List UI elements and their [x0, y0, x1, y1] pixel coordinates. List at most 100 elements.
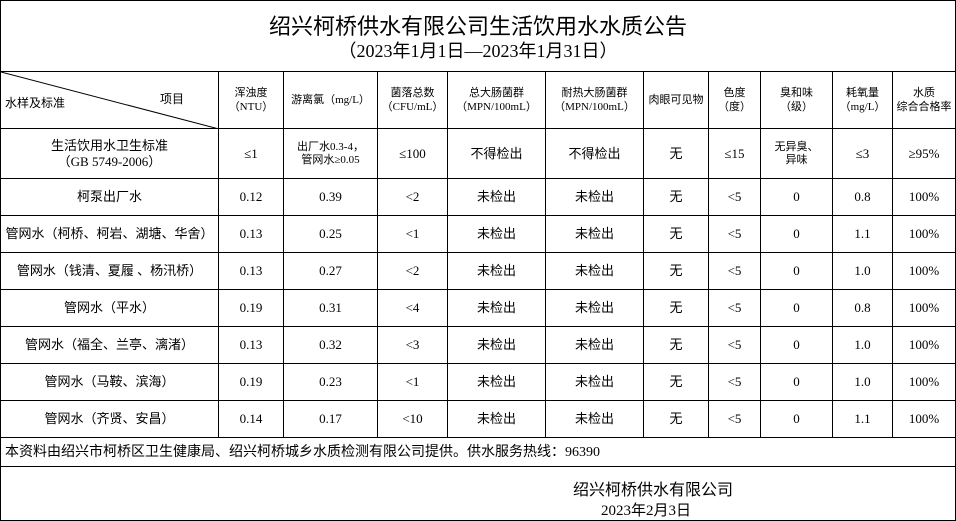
cell: 未检出 — [447, 363, 546, 401]
standard-cell: 不得检出 — [545, 128, 644, 179]
cell: 0.13 — [218, 215, 284, 253]
cell: <4 — [377, 289, 448, 327]
cell: 100% — [892, 289, 955, 327]
cell: <5 — [708, 178, 761, 216]
company: 绍兴柯桥供水有限公司 — [573, 482, 734, 499]
column-header: 耐热大肠菌群 （MPN/100mL） — [545, 71, 644, 129]
row-label: 管网水（福全、兰亭、漓渚） — [1, 326, 219, 364]
header: 绍兴柯桥供水有限公司生活饮用水水质公告 （2023年1月1日—2023年1月31… — [1, 1, 955, 71]
cell: 未检出 — [447, 178, 546, 216]
cell-line: 菌落总数 — [390, 87, 435, 99]
cell: 无 — [643, 252, 709, 290]
cell: 0 — [760, 178, 833, 216]
cell: 100% — [892, 178, 955, 216]
column-header: 肉眼可见物 — [643, 71, 709, 129]
data-row: 管网水（齐贤、安昌） 0.14 0.17 <10 未检出 未检出无 <5 0 1.1 100% — [1, 400, 955, 438]
cell: 无 — [643, 215, 709, 253]
cell: <5 — [708, 400, 761, 438]
cell: 0 — [760, 252, 833, 290]
cell-line: （MPN/100mL） — [456, 101, 537, 113]
cell: <2 — [377, 178, 448, 216]
cell-line: 肉眼可见物 — [648, 94, 704, 106]
cell: <5 — [708, 363, 761, 401]
data-row: 管网水（钱清、夏履 、杨汛桥） 0.13 0.27 <2 未检出 未检出无 <5 0 1.0 10… — [1, 252, 955, 290]
cell: 无 — [643, 178, 709, 216]
cell: 无 — [643, 289, 709, 327]
cell: 未检出 — [447, 252, 546, 290]
cell-line: 总大肠菌群 — [469, 87, 524, 99]
cell: 0.19 — [218, 363, 284, 401]
cell: <5 — [708, 289, 761, 327]
subtitle: （2023年1月1日—2023年1月31日） — [338, 41, 618, 61]
cell: 0.8 — [832, 178, 893, 216]
cell: 无 — [643, 400, 709, 438]
cell: <1 — [377, 215, 448, 253]
cell: 0.12 — [218, 178, 284, 216]
column-header: 浑浊度 （NTU） — [218, 71, 284, 129]
cell-line: 出厂水0.3-4， — [297, 140, 364, 153]
cell-line: ≥95% — [908, 145, 940, 161]
cell: 0.14 — [218, 400, 284, 438]
column-header: 色度 （度） — [708, 71, 761, 129]
cell: 0.32 — [283, 326, 378, 364]
cell: 0.8 — [832, 289, 893, 327]
cell-line: 无异臭、 — [774, 140, 819, 153]
cell: <5 — [708, 326, 761, 364]
cell: 100% — [892, 363, 955, 401]
column-header: 菌落总数 （CFU/mL） — [377, 71, 448, 129]
cell: 0 — [760, 363, 833, 401]
cell-line: ≤100 — [399, 145, 426, 161]
cell: 1.1 — [832, 400, 893, 438]
cell-line: 耐热大肠菌群 — [561, 87, 628, 99]
cell: 1.0 — [832, 252, 893, 290]
cell: 未检出 — [545, 178, 644, 216]
cell-line: ≤1 — [244, 145, 258, 161]
cell: 1.1 — [832, 215, 893, 253]
cell: 无 — [643, 326, 709, 364]
data-row: 管网水（马鞍、滨海） 0.19 0.23 <1 未检出 未检出无 <5 0 1.0 100% — [1, 363, 955, 401]
standard-cell: 无异臭、 异味 — [760, 128, 833, 179]
standard-cell: 出厂水0.3-4， 管网水≥0.05 — [283, 128, 378, 179]
cell: 0.39 — [283, 178, 378, 216]
column-header: 总大肠菌群 （MPN/100mL） — [447, 71, 546, 129]
cell: <2 — [377, 252, 448, 290]
cell: <5 — [708, 215, 761, 253]
cell: 1.0 — [832, 326, 893, 364]
column-header: 游离氯（mg/L） — [283, 71, 378, 129]
cell: 0.13 — [218, 252, 284, 290]
standard-cell: ≤3 — [832, 128, 893, 179]
standard-cell: 无 — [643, 128, 709, 179]
cell: 100% — [892, 400, 955, 438]
date: 2023年2月3日 — [601, 503, 692, 519]
cell-line: ≤3 — [855, 145, 870, 161]
row-label: 管网水（钱清、夏履 、杨汛桥） — [1, 252, 219, 290]
cell-line: 色度 — [723, 87, 746, 99]
cell: 未检出 — [447, 326, 546, 364]
cell-line: 综合合格率 — [896, 101, 952, 113]
corner-cell: 水样及标准 项目 — [1, 71, 219, 129]
cell-line: （MPN/100mL） — [554, 101, 635, 113]
corner-right: 项目 — [159, 92, 184, 106]
cell-line: （mg/L） — [839, 101, 886, 113]
standard-row: 生活饮用水卫生标准 （GB 5749-2006） ≤1 出厂水0.3-4， 管网水≥0.… — [1, 128, 955, 179]
data-row: 管网水（柯桥、柯岩、湖塘、华舍） 0.13 0.25 <1 未检出 未检出无 <5 0 1.1 1… — [1, 215, 955, 253]
cell: 未检出 — [545, 400, 644, 438]
column-header: 耗氧量 （mg/L） — [832, 71, 893, 129]
cell-line: ≤15 — [724, 145, 745, 161]
quality-table: 水样及标准 项目 浑浊度 （NTU） 游离氯（mg/L） 菌落总数 （CFU/mL） 总大肠菌… — [1, 71, 955, 438]
title: 绍兴柯桥供水有限公司生活饮用水水质公告 — [268, 14, 687, 39]
cell: <1 — [377, 363, 448, 401]
standard-cell: ≤1 — [218, 128, 284, 179]
cell: 未检出 — [447, 215, 546, 253]
cell: 0 — [760, 289, 833, 327]
row-label: 柯泵出厂水 — [1, 178, 219, 216]
cell: <10 — [377, 400, 448, 438]
standard-cell: ≤100 — [377, 128, 448, 179]
row-label: 管网水（平水） — [1, 289, 219, 327]
data-row: 管网水（平水） 0.19 0.31 <4 未检出 未检出无 <5 0 0.8 100% — [1, 289, 955, 327]
cell-line: 无 — [669, 145, 683, 161]
cell: 0.17 — [283, 400, 378, 438]
row-label: 生活饮用水卫生标准 （GB 5749-2006） — [1, 128, 219, 179]
cell-line: （GB 5749-2006） — [57, 153, 162, 169]
